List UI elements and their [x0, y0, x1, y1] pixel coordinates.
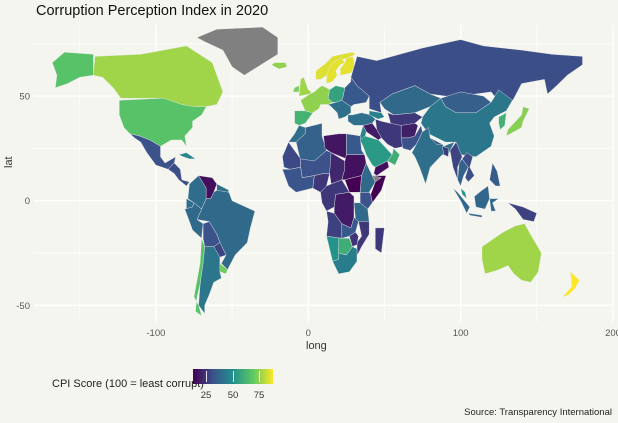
country-region [349, 231, 359, 247]
country-region [341, 217, 359, 239]
country-region [198, 246, 222, 315]
country-region [452, 187, 471, 214]
country-region [346, 133, 365, 155]
country-region [449, 141, 463, 180]
country-region [375, 227, 385, 254]
country-region [294, 110, 314, 126]
axis-ticks: -100 0 100 200 -50 0 50 [16, 92, 618, 339]
x-tick-label: 100 [453, 328, 469, 339]
country-region [196, 189, 256, 271]
country-region [298, 76, 312, 97]
legend-title: CPI Score (100 = least corrupt) [52, 378, 204, 390]
x-axis-label: long [306, 340, 327, 352]
country-region [52, 51, 94, 88]
y-axis-label: lat [3, 156, 15, 168]
country-region [362, 123, 382, 141]
country-region [129, 133, 177, 170]
country-region [411, 127, 455, 185]
country-region [460, 187, 468, 200]
country-region [461, 152, 475, 183]
country-region [507, 202, 538, 222]
country-region [341, 76, 370, 107]
country-region [442, 145, 449, 158]
country-region [184, 202, 204, 239]
country-region [489, 162, 501, 187]
country-region [373, 160, 390, 176]
country-region [371, 175, 382, 183]
country-region [481, 223, 542, 283]
legend-tick-label: 50 [227, 390, 239, 401]
country-region [271, 62, 288, 70]
country-region [369, 110, 385, 120]
x-tick-label: 200 [605, 328, 618, 339]
country-region [505, 106, 530, 137]
country-region [196, 26, 278, 76]
country-region [350, 39, 583, 114]
country-region [292, 85, 300, 93]
legend-tick-label: 25 [200, 390, 212, 401]
country-region [347, 112, 376, 126]
country-region [420, 89, 513, 158]
country-region [332, 246, 358, 275]
country-region [356, 221, 370, 256]
x-tick-label: 0 [306, 328, 311, 339]
country-region [167, 162, 190, 187]
country-region [430, 137, 443, 145]
country-region [340, 56, 355, 76]
legend-tick-label: 75 [253, 390, 265, 401]
country-region [489, 198, 500, 212]
country-shapes [52, 26, 583, 317]
country-region [387, 147, 400, 166]
country-region [178, 152, 197, 160]
country-region [474, 185, 490, 210]
legend-tick-mark [233, 371, 234, 382]
country-region [498, 112, 507, 130]
legend-tick-mark [206, 371, 207, 382]
x-tick-label: -100 [146, 328, 165, 339]
country-region [467, 212, 483, 218]
legend-tick-mark [259, 371, 260, 382]
country-region [562, 271, 580, 298]
source-caption: Source: Transparency International [464, 407, 612, 418]
y-tick-label: 50 [19, 92, 30, 103]
y-tick-label: -50 [16, 301, 30, 312]
chart-title: Corruption Perception Index in 2020 [36, 3, 269, 19]
y-tick-label: 0 [25, 196, 30, 207]
